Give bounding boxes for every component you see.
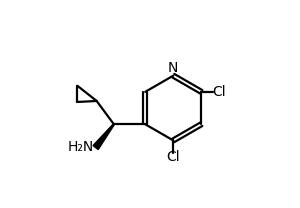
Text: Cl: Cl — [212, 85, 226, 99]
Text: H₂N: H₂N — [67, 140, 94, 154]
Polygon shape — [93, 124, 114, 150]
Text: Cl: Cl — [167, 150, 180, 164]
Text: N: N — [168, 61, 178, 75]
